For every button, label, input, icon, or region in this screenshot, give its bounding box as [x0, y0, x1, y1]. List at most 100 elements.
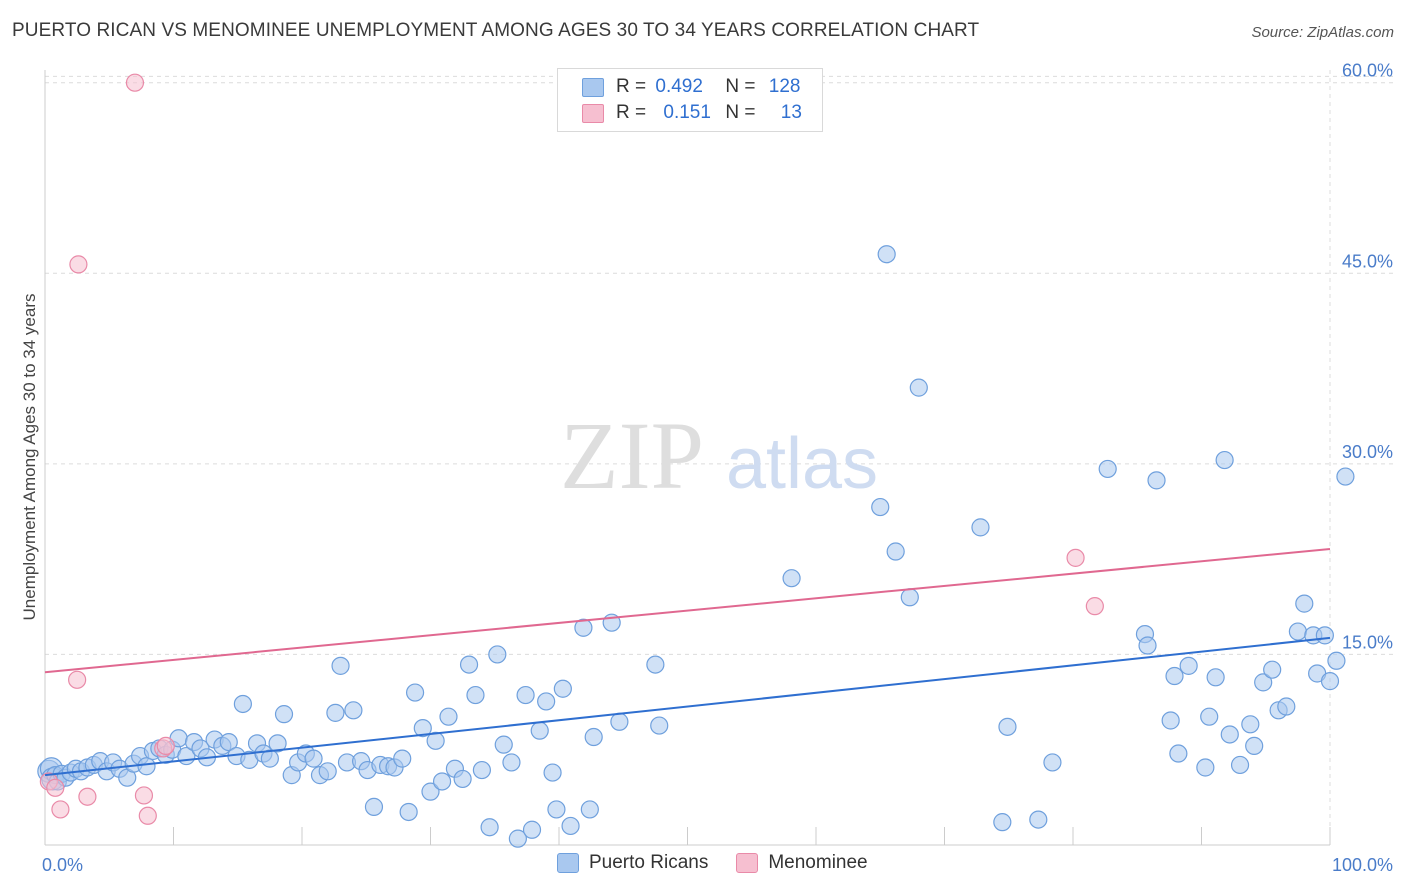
- point-puerto-rican: [900, 588, 919, 607]
- point-puerto-rican: [488, 645, 507, 664]
- point-puerto-rican: [1138, 636, 1157, 655]
- point-puerto-rican: [405, 683, 425, 702]
- point-menominee: [1066, 548, 1085, 567]
- legend-r-value: 0.492: [655, 76, 703, 97]
- point-puerto-rican: [993, 813, 1012, 832]
- y-tick-label: 45.0%: [1342, 251, 1393, 271]
- point-puerto-rican: [1263, 660, 1282, 679]
- point-puerto-rican: [426, 731, 445, 750]
- point-menominee: [138, 806, 157, 825]
- point-puerto-rican: [547, 800, 566, 819]
- point-puerto-rican: [459, 655, 479, 674]
- point-puerto-rican: [494, 735, 513, 754]
- point-menominee: [156, 736, 175, 756]
- legend-r-label: R =: [616, 102, 652, 123]
- point-puerto-rican: [432, 772, 452, 791]
- legend-swatch-blue: [557, 853, 579, 873]
- point-puerto-rican: [871, 497, 890, 517]
- point-puerto-rican: [580, 800, 599, 819]
- point-puerto-rican: [508, 829, 527, 848]
- point-puerto-rican: [1215, 450, 1234, 470]
- point-puerto-rican: [326, 703, 345, 722]
- point-puerto-rican: [1288, 622, 1307, 641]
- point-puerto-rican: [646, 655, 665, 674]
- point-puerto-rican: [364, 797, 384, 816]
- point-puerto-rican: [480, 818, 499, 837]
- chart-title: PUERTO RICAN VS MENOMINEE UNEMPLOYMENT A…: [12, 20, 980, 41]
- point-puerto-rican: [1196, 758, 1215, 777]
- point-puerto-rican: [543, 763, 562, 782]
- point-puerto-rican: [1220, 725, 1239, 744]
- point-menominee: [69, 255, 88, 274]
- legend-row-puerto-ricans: R = 0.492 N = 128: [582, 75, 800, 99]
- point-puerto-rican: [1098, 459, 1117, 479]
- legend-row-menominee: R = 0.151 N = 13: [582, 101, 802, 125]
- point-puerto-rican: [399, 802, 418, 822]
- point-puerto-rican: [466, 685, 485, 705]
- points-menominee: [39, 73, 1104, 825]
- point-puerto-rican: [421, 782, 440, 801]
- legend-r-label: R =: [616, 76, 652, 97]
- legend-n-value: 128: [768, 76, 801, 97]
- correlation-legend: R = 0.492 N = 128 R = 0.151 N = 13: [557, 68, 823, 132]
- point-puerto-rican: [393, 749, 412, 768]
- y-tick-label: 30.0%: [1342, 442, 1393, 462]
- point-puerto-rican: [530, 721, 549, 740]
- point-puerto-rican: [1169, 744, 1188, 763]
- point-puerto-rican: [1245, 736, 1264, 756]
- grid-lines: [45, 70, 1395, 845]
- trend-line-menominee: [44, 547, 1331, 674]
- y-axis-label: Unemployment Among Ages 30 to 34 years: [20, 294, 39, 621]
- legend-swatch-pink: [582, 103, 604, 123]
- trend-line-puerto-ricans: [44, 636, 1331, 777]
- point-puerto-rican: [304, 749, 323, 768]
- point-puerto-rican: [1277, 697, 1296, 716]
- series-legend: Puerto Ricans Menominee: [557, 852, 896, 874]
- point-puerto-rican: [439, 707, 458, 726]
- point-puerto-rican: [344, 701, 363, 720]
- point-puerto-rican: [650, 716, 669, 735]
- point-puerto-rican: [331, 656, 350, 675]
- point-puerto-rican: [1179, 656, 1198, 675]
- watermark: ZIP atlas: [560, 402, 878, 509]
- legend-swatch-pink: [736, 853, 759, 873]
- point-puerto-rican: [1029, 810, 1048, 829]
- point-puerto-rican: [998, 717, 1017, 736]
- point-puerto-rican: [886, 542, 905, 561]
- legend-n-value: 13: [780, 102, 802, 123]
- trend-lines: [44, 547, 1331, 777]
- point-puerto-rican: [1295, 594, 1314, 613]
- x-tick-label: 100.0%: [1332, 855, 1393, 875]
- watermark-zip: ZIP: [560, 402, 704, 509]
- point-puerto-rican: [1241, 715, 1260, 734]
- point-menominee: [78, 787, 97, 806]
- point-puerto-rican: [1320, 672, 1340, 691]
- point-puerto-rican: [453, 769, 472, 789]
- point-menominee: [68, 670, 87, 689]
- point-puerto-rican: [553, 679, 572, 698]
- y-tick-label: 60.0%: [1342, 61, 1393, 81]
- point-puerto-rican: [537, 692, 556, 711]
- point-puerto-rican: [1230, 755, 1250, 775]
- point-puerto-rican: [522, 820, 542, 839]
- point-puerto-rican: [1043, 753, 1062, 772]
- point-puerto-rican: [137, 757, 156, 776]
- point-puerto-rican: [1254, 673, 1273, 692]
- y-tick-label: 15.0%: [1342, 632, 1393, 652]
- point-menominee: [46, 778, 65, 797]
- legend-n-label: N =: [725, 76, 761, 97]
- legend-swatch-blue: [582, 77, 604, 97]
- legend-n-label: N =: [725, 102, 761, 123]
- point-puerto-rican: [877, 245, 896, 264]
- point-puerto-rican: [782, 569, 801, 588]
- legend-label-puerto-ricans: Puerto Ricans: [589, 852, 709, 873]
- point-puerto-rican: [1315, 626, 1334, 645]
- point-puerto-rican: [574, 618, 593, 637]
- point-puerto-rican: [971, 518, 990, 537]
- point-puerto-rican: [610, 712, 629, 731]
- legend-label-menominee: Menominee: [768, 852, 868, 873]
- point-puerto-rican: [274, 705, 294, 724]
- point-puerto-rican: [219, 732, 238, 752]
- point-puerto-rican: [584, 727, 603, 747]
